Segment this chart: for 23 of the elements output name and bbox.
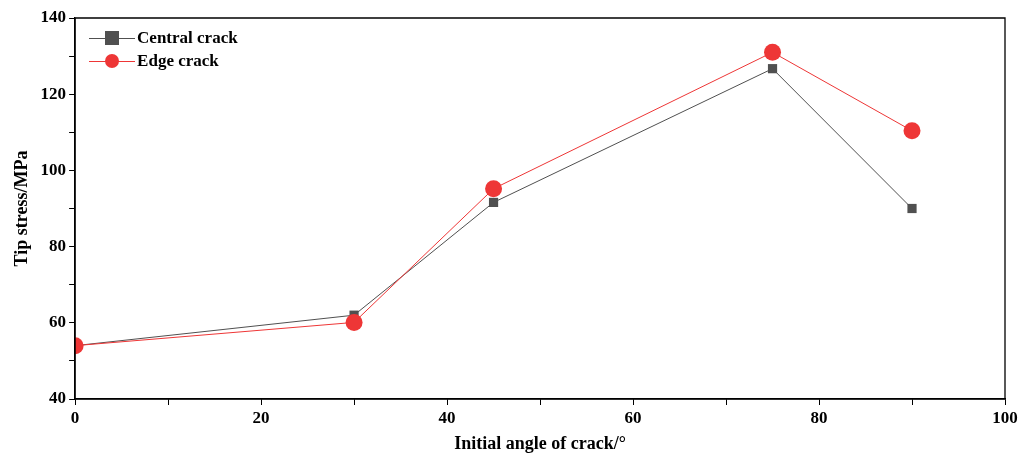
point xyxy=(767,64,778,74)
y-tick-label: 120 xyxy=(40,83,67,103)
y-tick-label: 140 xyxy=(40,7,67,27)
y-tick-label: 60 xyxy=(49,312,67,332)
y-tick-label: 40 xyxy=(49,388,67,408)
point xyxy=(764,43,782,61)
x-tick-label: 60 xyxy=(624,407,642,427)
point xyxy=(485,180,503,198)
legend-label: Central crack xyxy=(137,27,238,49)
point xyxy=(907,203,917,214)
x-tick-label: 80 xyxy=(810,407,828,427)
point xyxy=(488,197,499,207)
y-tick-label: 100 xyxy=(40,159,67,179)
point xyxy=(345,313,363,331)
x-axis-title: Initial angle of crack/° xyxy=(454,432,626,453)
x-tick-label: 0 xyxy=(70,407,80,427)
x-tick-label: 100 xyxy=(992,407,1018,427)
point xyxy=(903,122,921,140)
legend-label: Edge crack xyxy=(137,50,219,72)
y-axis-title: Tip stress/MPa xyxy=(11,150,32,267)
x-tick-label: 40 xyxy=(438,407,456,427)
y-tick-label: 80 xyxy=(49,235,67,255)
x-tick-label: 20 xyxy=(252,407,270,427)
